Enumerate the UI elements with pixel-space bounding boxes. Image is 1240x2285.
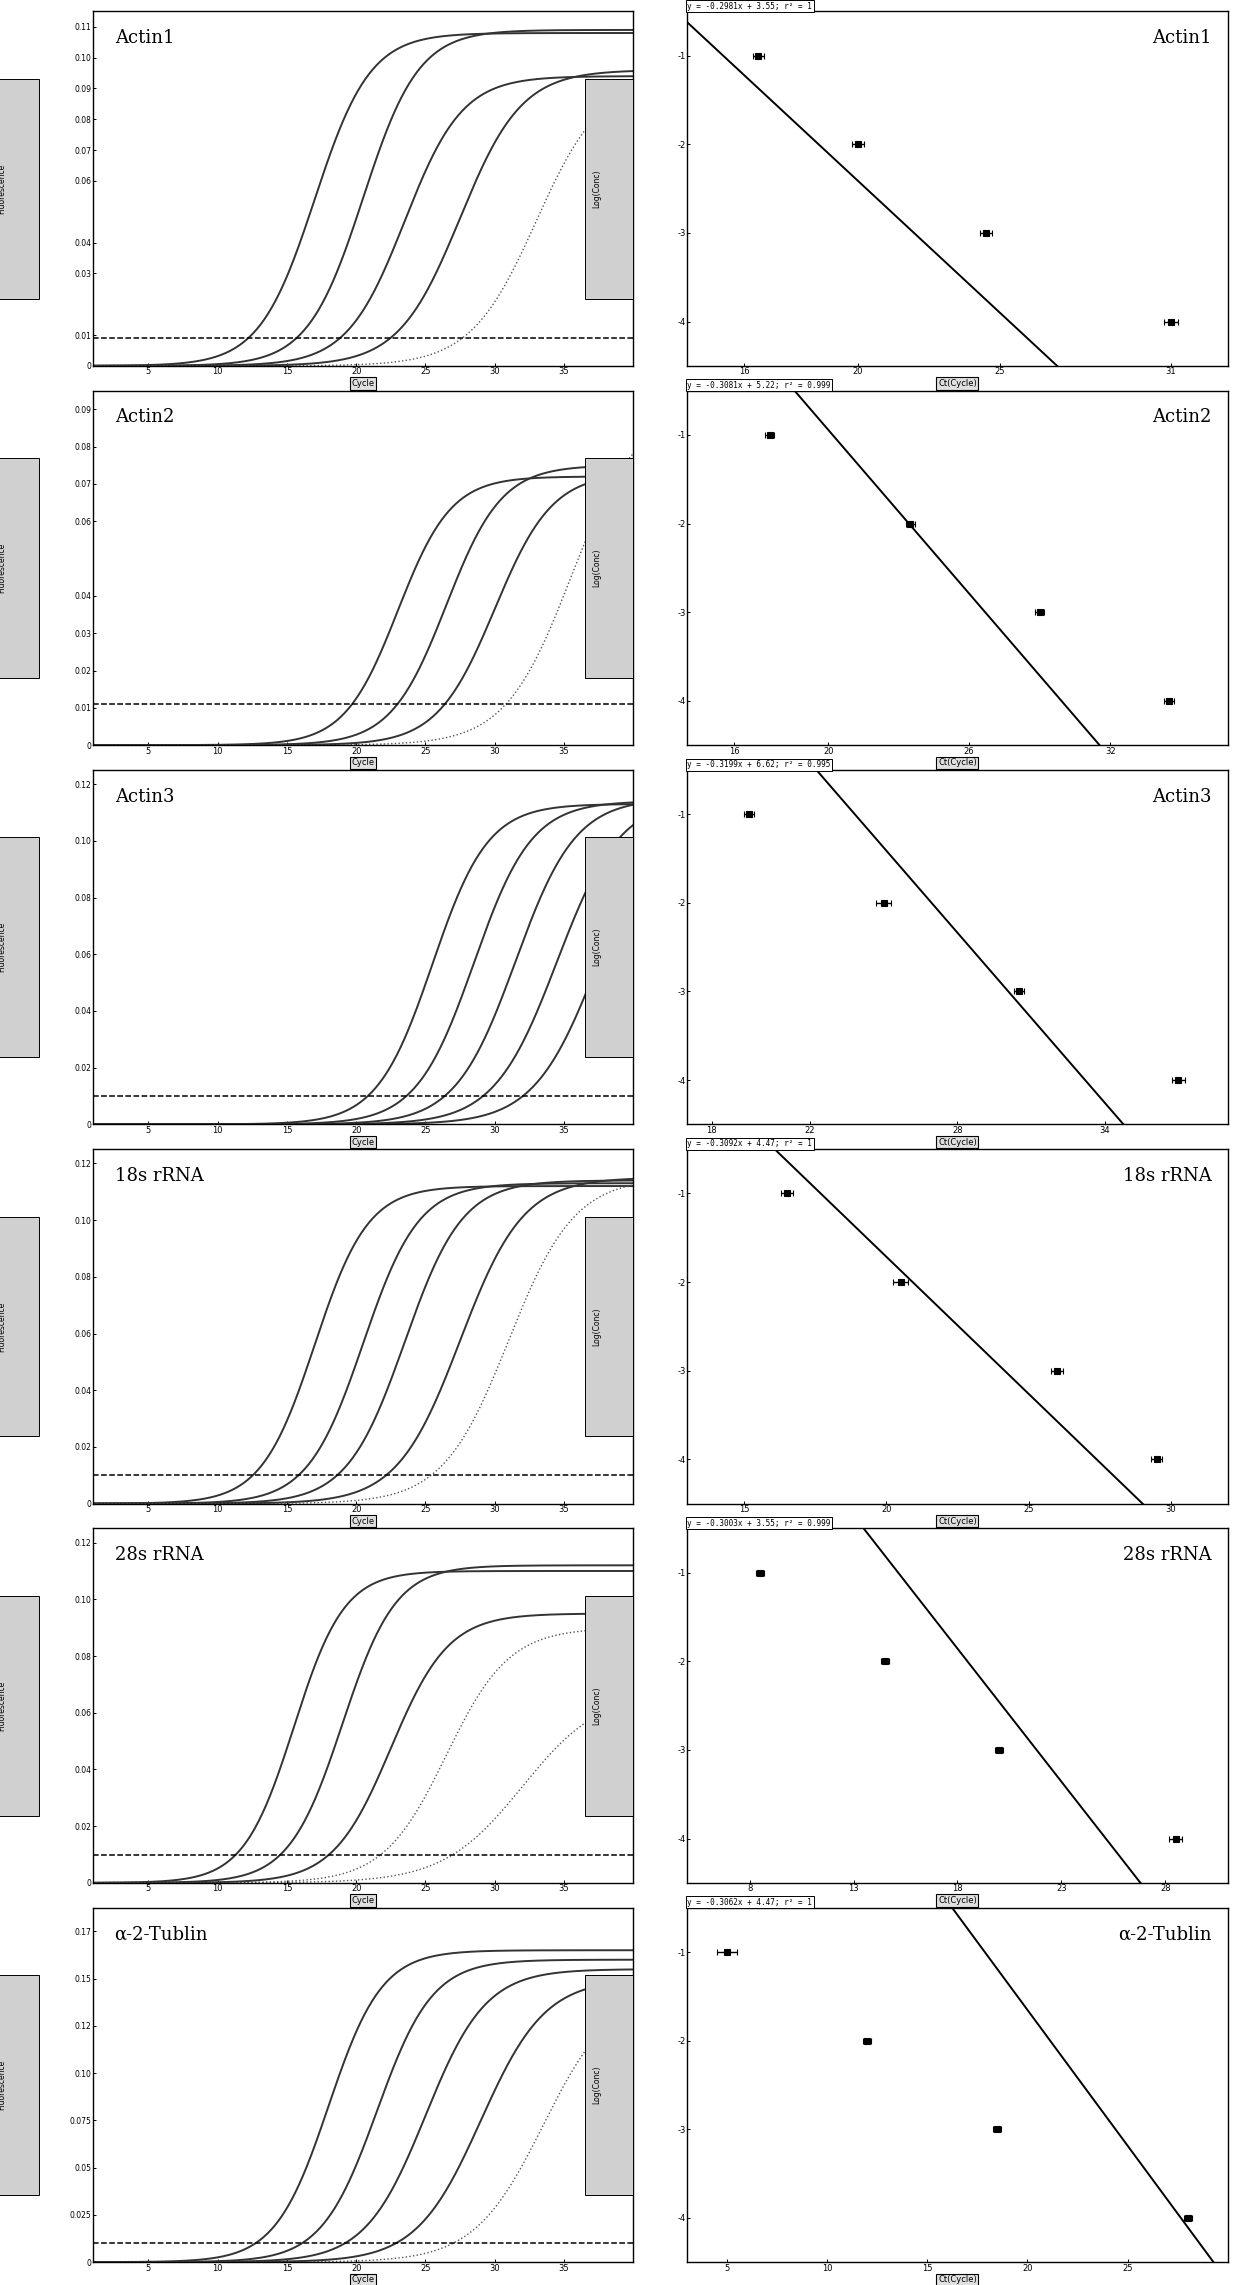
X-axis label: Ct(Cycle): Ct(Cycle)	[939, 759, 977, 768]
X-axis label: Cycle: Cycle	[352, 759, 374, 768]
Y-axis label: Fluorescence: Fluorescence	[0, 1300, 6, 1350]
Text: 28s rRNA: 28s rRNA	[114, 1547, 203, 1565]
Text: Actin3: Actin3	[1152, 788, 1211, 807]
Text: Actin3: Actin3	[114, 788, 174, 807]
Text: y = -0.3062x + 4.47; r² = 1: y = -0.3062x + 4.47; r² = 1	[687, 1899, 812, 1908]
FancyBboxPatch shape	[0, 836, 38, 1058]
Y-axis label: Fluorescence: Fluorescence	[0, 165, 6, 215]
Text: y = -0.3003x + 3.55; r² = 0.999: y = -0.3003x + 3.55; r² = 0.999	[687, 1520, 831, 1529]
Y-axis label: Log(Conc): Log(Conc)	[591, 169, 601, 208]
X-axis label: Cycle: Cycle	[352, 1138, 374, 1147]
Text: 18s rRNA: 18s rRNA	[1122, 1168, 1211, 1186]
Text: y = -0.3199x + 6.62; r² = 0.995: y = -0.3199x + 6.62; r² = 0.995	[687, 761, 831, 770]
Y-axis label: Log(Conc): Log(Conc)	[591, 928, 601, 967]
X-axis label: Cycle: Cycle	[352, 2276, 374, 2285]
Y-axis label: Fluorescence: Fluorescence	[0, 2059, 6, 2109]
X-axis label: Ct(Cycle): Ct(Cycle)	[939, 1138, 977, 1147]
Text: Actin1: Actin1	[1152, 30, 1211, 48]
FancyBboxPatch shape	[0, 1974, 38, 2196]
FancyBboxPatch shape	[585, 457, 634, 679]
X-axis label: Cycle: Cycle	[352, 379, 374, 388]
X-axis label: Cycle: Cycle	[352, 1897, 374, 1906]
FancyBboxPatch shape	[0, 1216, 38, 1437]
X-axis label: Ct(Cycle): Ct(Cycle)	[939, 1897, 977, 1906]
Text: α-2-Tublin: α-2-Tublin	[114, 1926, 208, 1945]
Text: y = -0.3092x + 4.47; r² = 1: y = -0.3092x + 4.47; r² = 1	[687, 1140, 812, 1149]
Y-axis label: Log(Conc): Log(Conc)	[591, 1307, 601, 1346]
X-axis label: Ct(Cycle): Ct(Cycle)	[939, 1517, 977, 1526]
FancyBboxPatch shape	[0, 78, 38, 299]
FancyBboxPatch shape	[585, 78, 634, 299]
Y-axis label: Log(Conc): Log(Conc)	[591, 548, 601, 587]
FancyBboxPatch shape	[585, 836, 634, 1058]
Text: 28s rRNA: 28s rRNA	[1122, 1547, 1211, 1565]
Text: 18s rRNA: 18s rRNA	[114, 1168, 203, 1186]
Y-axis label: Log(Conc): Log(Conc)	[591, 1686, 601, 1725]
FancyBboxPatch shape	[585, 1216, 634, 1437]
FancyBboxPatch shape	[0, 1595, 38, 1817]
X-axis label: Ct(Cycle): Ct(Cycle)	[939, 379, 977, 388]
Y-axis label: Fluorescence: Fluorescence	[0, 923, 6, 973]
Text: Actin1: Actin1	[114, 30, 174, 48]
X-axis label: Cycle: Cycle	[352, 1517, 374, 1526]
Y-axis label: Fluorescence: Fluorescence	[0, 1679, 6, 1730]
FancyBboxPatch shape	[585, 1595, 634, 1817]
Text: Actin2: Actin2	[1152, 409, 1211, 427]
FancyBboxPatch shape	[585, 1974, 634, 2196]
X-axis label: Ct(Cycle): Ct(Cycle)	[939, 2276, 977, 2285]
Text: Actin2: Actin2	[114, 409, 174, 427]
Y-axis label: Log(Conc): Log(Conc)	[591, 2066, 601, 2104]
Text: α-2-Tublin: α-2-Tublin	[1118, 1926, 1211, 1945]
FancyBboxPatch shape	[0, 457, 38, 679]
Y-axis label: Fluorescence: Fluorescence	[0, 544, 6, 594]
Text: y = -0.3081x + 5.22; r² = 0.999: y = -0.3081x + 5.22; r² = 0.999	[687, 382, 831, 391]
Text: y = -0.2981x + 3.55; r² = 1: y = -0.2981x + 3.55; r² = 1	[687, 2, 812, 11]
